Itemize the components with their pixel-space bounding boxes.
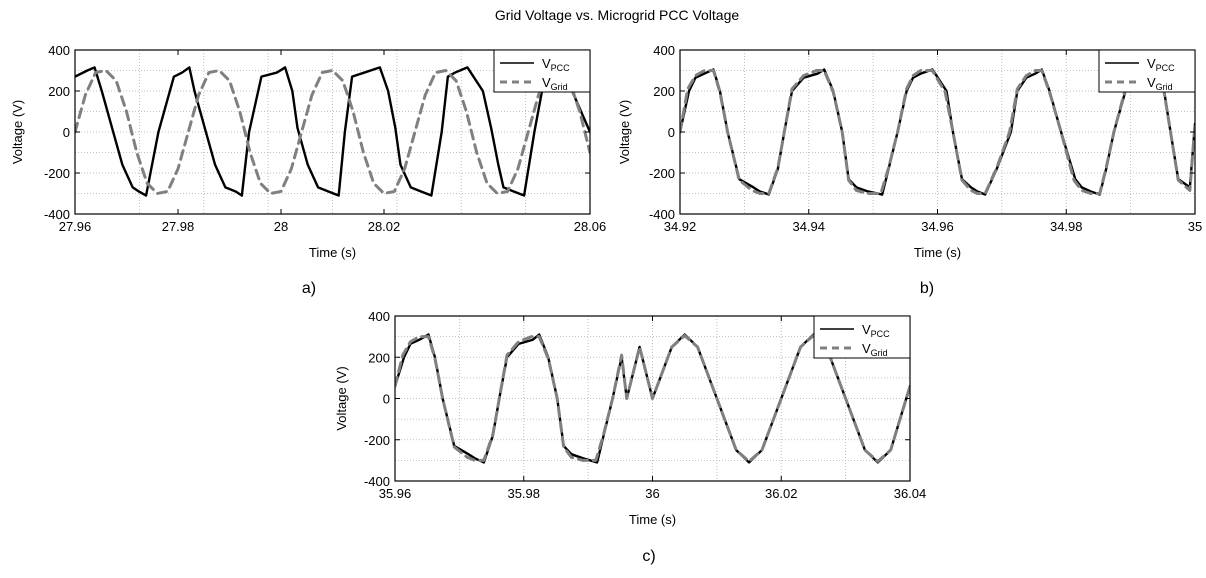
x-axis-label: Time (s) — [309, 245, 356, 260]
series-line-grid — [395, 334, 910, 463]
legend-entry-grid: VGrid — [1147, 75, 1173, 92]
x-tick-label: 36.02 — [765, 486, 798, 501]
x-axis-label: Time (s) — [629, 512, 676, 527]
y-axis-label: Voltage (V) — [10, 100, 25, 164]
y-tick-label: -400 — [649, 207, 675, 222]
x-tick-label: 34.92 — [664, 219, 697, 234]
legend-entry-pcc: VPCC — [542, 56, 570, 73]
panel-label: a) — [302, 280, 316, 297]
legend-entry-pcc: VPCC — [862, 322, 890, 339]
y-tick-label: 200 — [48, 84, 70, 99]
legend-box — [493, 49, 591, 93]
series-line-grid — [680, 69, 1195, 195]
x-tick-label: 36 — [645, 486, 659, 501]
x-tick-label: 35 — [1188, 219, 1202, 234]
y-tick-label: 200 — [368, 350, 390, 365]
legend-entry-grid: VGrid — [862, 341, 888, 358]
x-tick-label: 28.06 — [574, 219, 607, 234]
y-axis-label: Voltage (V) — [334, 366, 349, 430]
x-tick-label: 28 — [274, 219, 288, 234]
y-tick-label: -400 — [364, 474, 390, 489]
y-axis-label: Voltage (V) — [617, 100, 632, 164]
y-tick-label: -200 — [44, 166, 70, 181]
y-tick-label: 400 — [653, 43, 675, 58]
y-tick-label: 200 — [653, 84, 675, 99]
legend-entry-pcc: VPCC — [1147, 56, 1175, 73]
x-tick-label: 28.02 — [368, 219, 401, 234]
legend: VPCC VGrid — [493, 49, 591, 93]
y-tick-label: 400 — [368, 309, 390, 324]
y-tick-label: 0 — [63, 125, 70, 140]
x-axis-label: Time (s) — [914, 245, 961, 260]
x-tick-label: 36.04 — [894, 486, 927, 501]
y-tick-label: -400 — [44, 207, 70, 222]
legend-box — [1098, 49, 1196, 93]
series-line-grid — [75, 69, 590, 195]
y-tick-label: -200 — [364, 433, 390, 448]
x-tick-label: 35.96 — [379, 486, 412, 501]
figure-title: Grid Voltage vs. Microgrid PCC Voltage — [495, 7, 740, 23]
y-tick-label: 0 — [383, 392, 390, 407]
panel-label: c) — [642, 548, 655, 565]
x-tick-label: 27.98 — [162, 219, 195, 234]
legend-entry-grid: VGrid — [542, 75, 568, 92]
legend: VPCC VGrid — [813, 315, 911, 359]
x-tick-label: 34.94 — [792, 219, 825, 234]
series-line-pcc — [75, 66, 590, 197]
x-tick-label: 35.98 — [507, 486, 540, 501]
y-tick-label: 0 — [668, 125, 675, 140]
y-tick-label: 400 — [48, 43, 70, 58]
legend-box — [813, 315, 911, 359]
x-tick-label: 27.96 — [59, 219, 92, 234]
panel-label: b) — [920, 280, 934, 297]
x-tick-label: 34.96 — [921, 219, 954, 234]
x-tick-label: 34.98 — [1050, 219, 1083, 234]
legend: VPCC VGrid — [1098, 49, 1196, 93]
y-tick-label: -200 — [649, 166, 675, 181]
